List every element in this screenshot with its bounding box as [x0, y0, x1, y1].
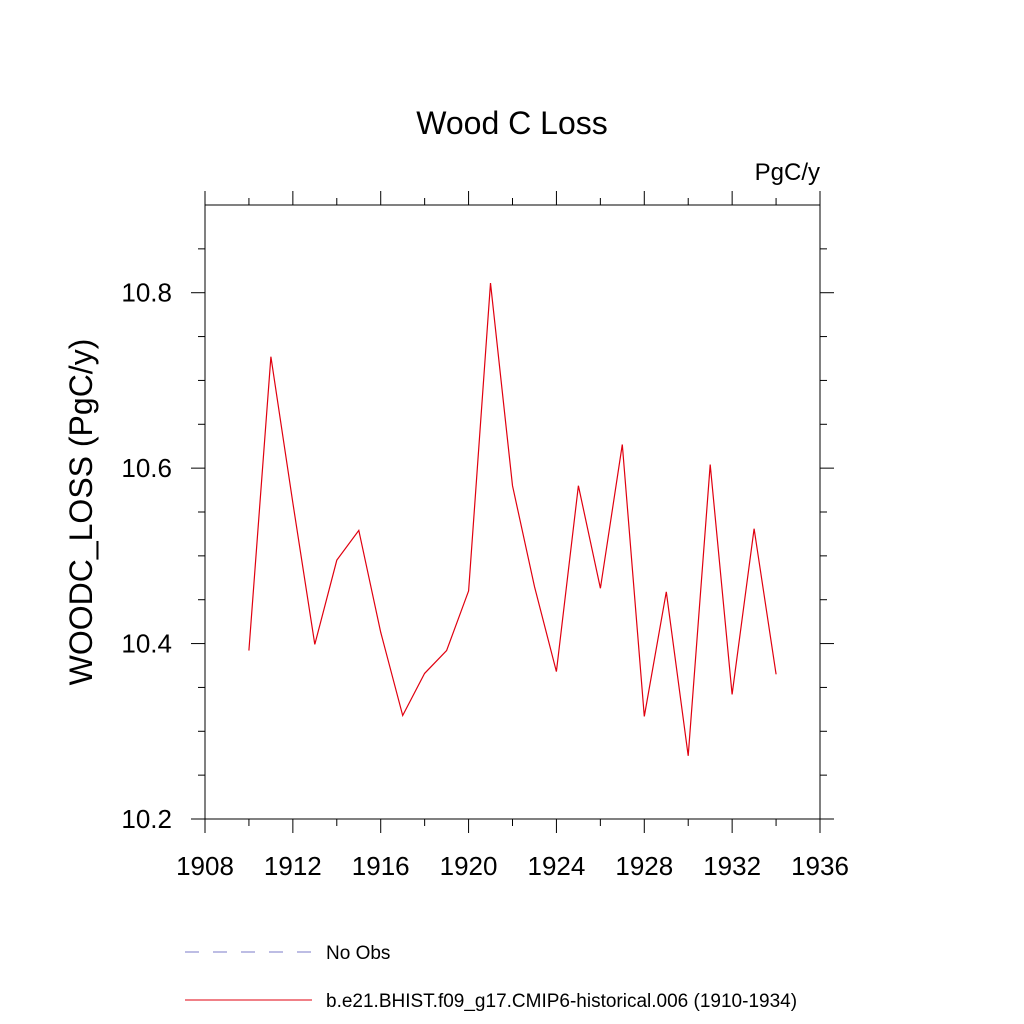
series-layer	[248, 283, 777, 756]
legend: No Obs b.e21.BHIST.f09_g17.CMIP6-historic…	[185, 943, 797, 1012]
y-axis-label: WOODC_LOSS (PgC/y)	[63, 339, 99, 686]
plot-frame	[204, 204, 821, 820]
x-tick-label: 1928	[615, 851, 673, 881]
legend-label: No Obs	[326, 943, 390, 964]
axis-ticks	[191, 191, 834, 833]
x-tick-label: 1908	[176, 851, 234, 881]
chart-title: Wood C Loss	[416, 105, 608, 141]
y-tick-label: 10.2	[121, 804, 172, 834]
x-tick-label: 1932	[703, 851, 761, 881]
legend-label: b.e21.BHIST.f09_g17.CMIP6-historical.006…	[326, 991, 797, 1012]
x-tick-label: 1924	[528, 851, 586, 881]
units-label: PgC/y	[755, 159, 820, 186]
x-tick-label: 1912	[264, 851, 322, 881]
x-tick-label: 1916	[352, 851, 410, 881]
series-line	[248, 283, 777, 756]
x-tick-label: 1920	[440, 851, 498, 881]
y-tick-label: 10.6	[121, 453, 172, 483]
y-tick-label: 10.8	[121, 278, 172, 308]
axis-tick-labels: 1908 1912 1916 1920 1924 1928 1932 1936 10.2 10.4…	[121, 278, 849, 881]
y-tick-label: 10.4	[121, 629, 172, 659]
x-tick-label: 1936	[791, 851, 849, 881]
